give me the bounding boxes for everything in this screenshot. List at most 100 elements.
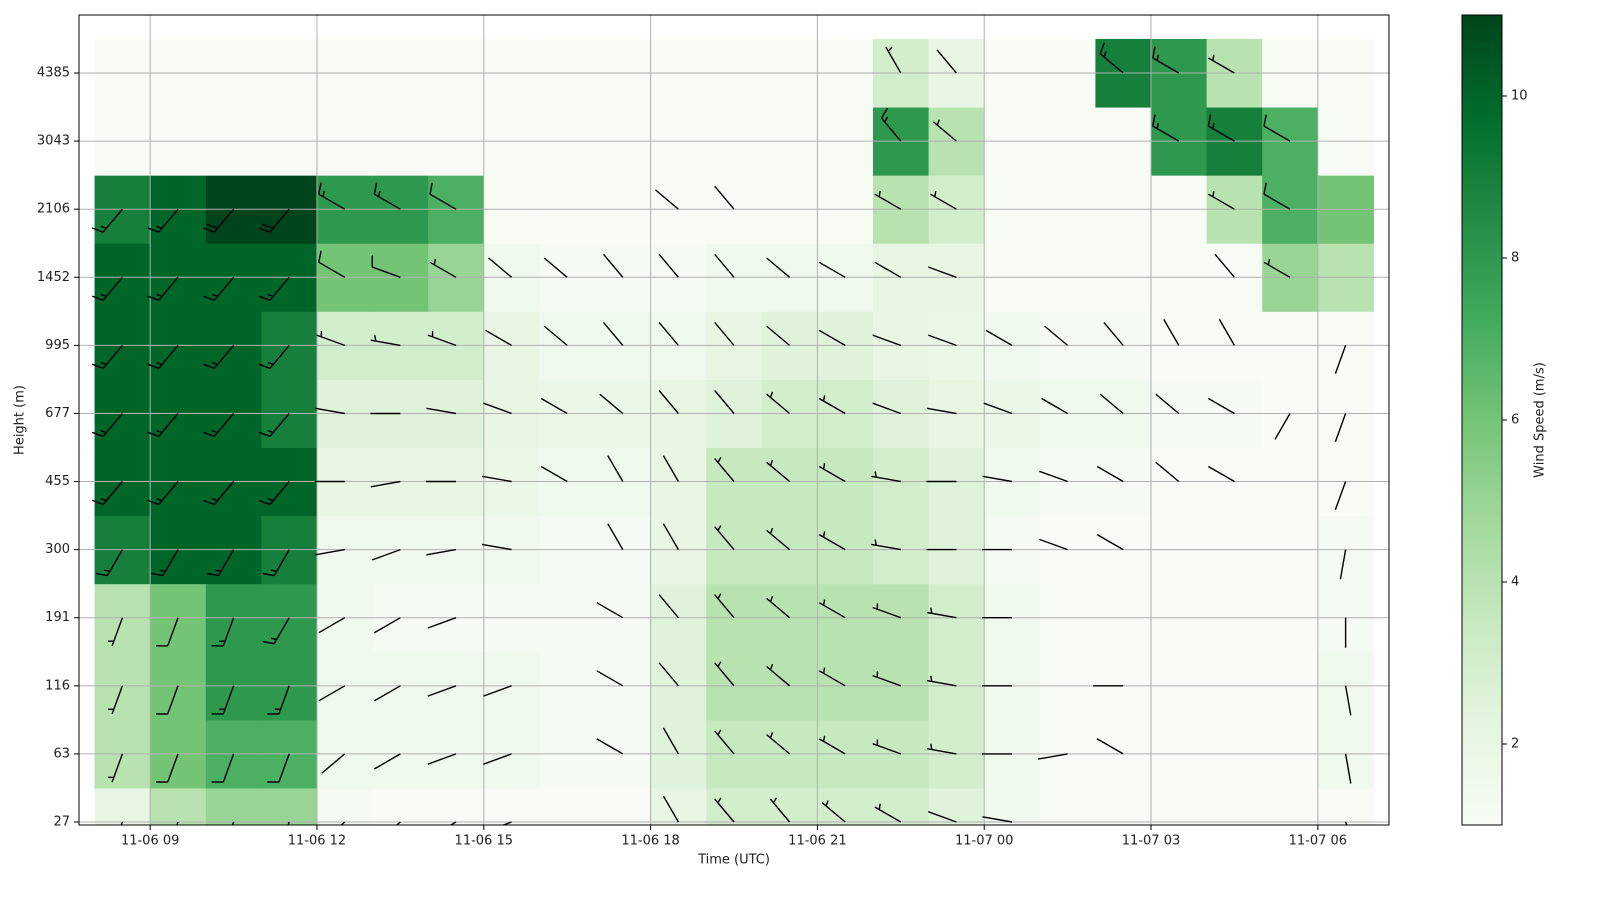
wind-barb [1152,46,1180,74]
wind-barb [818,463,846,483]
y-tick-label: 116 [45,678,70,693]
wind-barb [654,189,679,210]
wind-barb [766,527,791,551]
wind-barb [714,729,735,755]
wind-barb [258,413,290,438]
wind-barb [95,549,124,577]
wind-barb [1155,393,1180,415]
wind-barb [1039,470,1068,483]
plot-frame [78,14,1390,826]
wind-barb [602,253,624,278]
wind-barb [985,329,1013,347]
heat-cell [594,787,652,825]
wind-barb [982,475,1013,483]
y-tick-label: 191 [45,610,70,625]
wind-barb [818,735,846,755]
wind-barb [318,617,346,634]
heatmap [94,38,1374,825]
wind-barb [926,607,957,619]
wind-barb [203,344,235,370]
wind-barb [766,595,791,619]
y-tick-label: 1452 [37,270,70,285]
wind-barb [926,407,957,415]
wind-barb [1334,345,1347,374]
heat-cell [761,787,818,825]
wind-barb [258,276,290,301]
wind-barb [262,617,290,645]
heat-cell [1262,787,1319,825]
wind-barb [818,395,846,415]
wind-barb [203,413,235,438]
colorbar-tick-label: 2 [1511,737,1519,752]
wind-barb [769,797,791,823]
wind-barb [426,407,457,415]
wind-barb [658,390,679,414]
y-tick-label: 677 [45,406,70,421]
wind-barb [1214,253,1235,278]
wind-barb [926,743,957,755]
wind-barb [766,664,791,687]
wind-barb [147,208,179,233]
heat-cell [205,787,262,825]
wind-barb [1037,753,1068,760]
heat-cell [261,787,318,825]
wind-barb [1152,114,1180,142]
wind-barb [540,465,568,483]
wind-barb [1163,319,1180,346]
heat-cell [1317,787,1374,825]
wind-barb [766,391,791,415]
wind-barb [1218,319,1236,346]
wind-barb [540,397,568,415]
y-tick-label: 2106 [37,202,70,217]
wind-barb [607,523,624,550]
x-tick-label: 11-06 15 [455,834,513,849]
colorbar-tick-label: 6 [1511,413,1519,428]
wind-barb [1207,114,1235,142]
wind-barb [607,455,624,482]
wind-barb [316,330,346,347]
wind-barb [880,107,902,142]
wind-barb [203,208,235,233]
y-tick-label: 300 [45,542,70,557]
wind-barb [714,185,735,210]
wind-barb [1096,533,1124,551]
heat-cell [372,787,429,825]
wind-barb [211,617,235,647]
wind-barb [658,594,679,619]
wind-barb [1099,393,1124,415]
wind-barb [1263,258,1291,278]
wind-barb [885,46,902,74]
x-axis-label: Time (UTC) [697,853,770,868]
wind-barb [658,253,679,278]
wind-barb [818,667,846,687]
wind-barb [596,670,624,687]
wind-barb [714,661,735,687]
colorbar-tick-label: 8 [1511,251,1519,266]
wind-barb [766,459,791,483]
wind-barb [714,797,735,823]
wind-barb [766,732,791,755]
x-tick-label: 11-06 12 [288,834,346,849]
wind-barb [374,753,401,770]
wind-barb [488,257,513,278]
wind-barb [203,481,235,506]
wind-barb [91,481,123,506]
x-tick-label: 11-06 09 [121,834,179,849]
wind-barb [714,525,735,551]
y-tick-label: 4385 [37,66,70,81]
wind-barb [1208,465,1235,483]
wind-barb [427,330,457,347]
wind-barb [91,276,123,301]
wind-barb [596,738,624,755]
wind-barb [321,753,346,774]
wind-barb [714,390,735,414]
wind-barb [211,685,235,715]
y-tick-label: 3043 [37,134,70,149]
wind-barb [543,257,568,278]
wind-barb [1334,481,1347,510]
wind-barb [662,727,680,755]
wind-barb [930,190,957,210]
wind-barb [1344,753,1352,784]
wind-barb [429,258,457,278]
wind-barb [662,795,680,823]
